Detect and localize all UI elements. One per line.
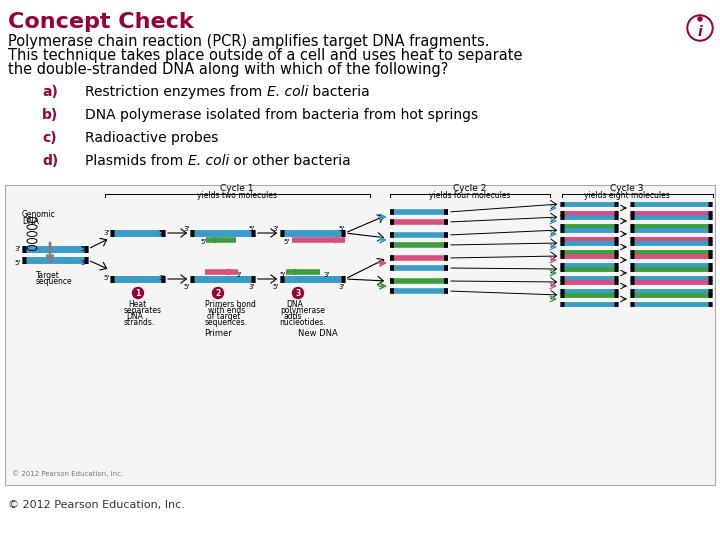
Text: 5': 5' (248, 226, 254, 232)
Circle shape (689, 17, 711, 39)
Text: 3': 3' (103, 230, 109, 236)
Text: 3': 3' (248, 284, 254, 290)
Text: 5': 5' (158, 230, 164, 236)
Text: Cycle 1: Cycle 1 (220, 184, 253, 193)
Text: DNA: DNA (286, 300, 303, 309)
Text: 2: 2 (215, 288, 220, 298)
Text: polymerase: polymerase (280, 306, 325, 315)
Text: strands.: strands. (124, 318, 156, 327)
Text: Radioactive probes: Radioactive probes (85, 131, 218, 145)
Text: adds: adds (284, 312, 302, 321)
Text: Restriction enzymes from: Restriction enzymes from (85, 85, 266, 99)
Text: b): b) (42, 108, 58, 122)
Text: Plasmids from: Plasmids from (85, 154, 188, 168)
Text: 3': 3' (14, 246, 20, 252)
Text: Cycle 3: Cycle 3 (611, 184, 644, 193)
Text: i: i (698, 25, 703, 39)
Text: 5': 5' (279, 272, 285, 278)
Text: 3: 3 (295, 288, 301, 298)
Circle shape (687, 15, 713, 41)
Text: Genomic: Genomic (22, 210, 55, 219)
Text: E. coli: E. coli (266, 85, 308, 99)
Text: E. coli: E. coli (188, 154, 229, 168)
Text: 3': 3' (158, 275, 164, 281)
Text: yields eight molecules: yields eight molecules (584, 191, 670, 200)
Circle shape (212, 287, 223, 299)
Text: a): a) (42, 85, 58, 99)
Text: © 2012 Pearson Education, Inc.: © 2012 Pearson Education, Inc. (8, 500, 185, 510)
Circle shape (132, 287, 143, 299)
Text: with ends: with ends (208, 306, 246, 315)
Text: sequence: sequence (36, 277, 73, 286)
Text: Concept Check: Concept Check (8, 12, 194, 32)
Text: the double-stranded DNA along with which of the following?: the double-stranded DNA along with which… (8, 62, 449, 77)
Text: 5': 5' (103, 275, 109, 281)
Text: 3': 3' (338, 284, 344, 290)
Text: © 2012 Pearson Education, Inc.: © 2012 Pearson Education, Inc. (12, 470, 123, 477)
Text: yields four molecules: yields four molecules (429, 191, 510, 200)
Text: sequences.: sequences. (205, 318, 248, 327)
Text: 5': 5' (80, 246, 86, 252)
Text: 3': 3' (183, 226, 189, 232)
Circle shape (698, 17, 702, 21)
Text: New DNA: New DNA (298, 329, 338, 338)
Text: Target: Target (36, 271, 60, 280)
Text: 3': 3' (235, 272, 241, 278)
Text: 5': 5' (338, 226, 344, 232)
Text: separates: separates (124, 306, 162, 315)
Text: of target: of target (207, 312, 240, 321)
Text: c): c) (42, 131, 57, 145)
Circle shape (292, 287, 304, 299)
Text: 3': 3' (80, 260, 86, 266)
Text: 5': 5' (272, 284, 278, 290)
Text: nucleotides.: nucleotides. (279, 318, 325, 327)
Text: DNA: DNA (22, 217, 39, 226)
Text: This technique takes place outside of a cell and uses heat to separate: This technique takes place outside of a … (8, 48, 523, 63)
Text: Polymerase chain reaction (PCR) amplifies target DNA fragments.: Polymerase chain reaction (PCR) amplifie… (8, 34, 490, 49)
Text: 5': 5' (200, 239, 206, 245)
Text: Heat: Heat (128, 300, 146, 309)
Text: Cycle 2: Cycle 2 (454, 184, 487, 193)
Text: 5': 5' (283, 239, 289, 245)
Text: bacteria: bacteria (308, 85, 370, 99)
Text: DNA: DNA (126, 312, 143, 321)
Text: d): d) (42, 154, 58, 168)
Text: Primer: Primer (204, 329, 232, 338)
Text: yields two molecules: yields two molecules (197, 191, 277, 200)
FancyBboxPatch shape (5, 185, 715, 485)
Text: or other bacteria: or other bacteria (229, 154, 351, 168)
Text: DNA polymerase isolated from bacteria from hot springs: DNA polymerase isolated from bacteria fr… (85, 108, 478, 122)
Text: 5': 5' (14, 260, 20, 266)
Text: 5': 5' (183, 284, 189, 290)
Text: 1: 1 (135, 288, 140, 298)
Text: Primers bond: Primers bond (205, 300, 256, 309)
Text: 3': 3' (272, 226, 279, 232)
Text: 3': 3' (323, 272, 329, 278)
